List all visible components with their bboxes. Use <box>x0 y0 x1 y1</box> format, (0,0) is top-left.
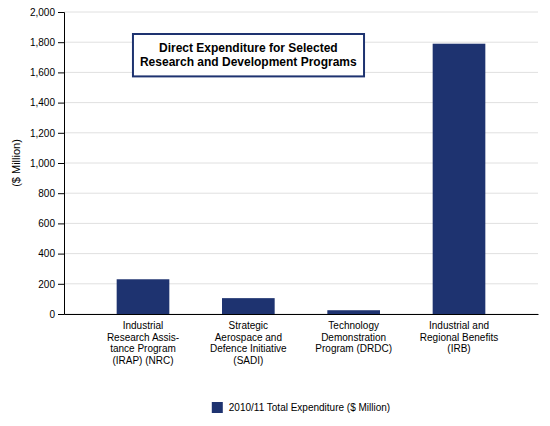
tick-label: 1,400 <box>30 97 55 108</box>
tick: 1,800 <box>30 37 64 48</box>
tick: Industrial andRegional Benefits(IRB) <box>420 320 498 354</box>
tick: 1,600 <box>30 67 64 78</box>
title: Direct Expenditure for SelectedResearch … <box>140 41 357 69</box>
tick-label: 1,600 <box>30 67 55 78</box>
tick-mark <box>58 284 64 285</box>
y-axis-title: ($ Million) <box>10 139 22 187</box>
chart: 0 200 400 600 800 1,000 1,200 1,400 1,600 1,800 2,… <box>0 0 550 426</box>
title-box: Direct Expenditure for SelectedResearch … <box>133 34 364 76</box>
bar <box>222 298 275 314</box>
x-axis: IndustrialResearch Assis-tance Program(I… <box>65 315 539 366</box>
tick-mark <box>58 42 64 43</box>
legend-label: 2010/11 Total Expenditure ($ Million) <box>229 402 390 413</box>
legend: 2010/11 Total Expenditure ($ Million) <box>212 402 390 413</box>
tick-label: 1,200 <box>30 128 55 139</box>
bar <box>433 44 486 314</box>
tick-label: 1,800 <box>30 37 55 48</box>
tick-mark <box>58 12 64 13</box>
bar <box>327 310 380 314</box>
tick: 800 <box>38 188 64 199</box>
bar <box>117 279 170 314</box>
tick-label: 800 <box>38 188 55 199</box>
tick-mark <box>58 254 64 255</box>
tick-mark <box>58 314 64 315</box>
tick-label: Industrial andRegional Benefits(IRB) <box>420 320 498 354</box>
tick-mark <box>58 103 64 104</box>
tick: 0 <box>49 309 64 320</box>
grid <box>64 12 538 314</box>
tick: 1,200 <box>30 128 64 139</box>
tick: 2,000 <box>30 7 64 18</box>
tick: IndustrialResearch Assis-tance Program(I… <box>107 320 179 366</box>
tick: 600 <box>38 218 64 229</box>
tick-mark <box>58 193 64 194</box>
tick: 400 <box>38 248 64 259</box>
tick: StrategicAerospace andDefence Initiative… <box>210 320 287 366</box>
tick: 200 <box>38 279 64 290</box>
axis-line <box>58 13 65 315</box>
tick: 1,400 <box>30 97 64 108</box>
tick-mark <box>58 223 64 224</box>
tick-mark <box>58 72 64 73</box>
plot: 0 200 400 600 800 1,000 1,200 1,400 1,600 1,800 2,… <box>30 7 539 366</box>
tick-mark <box>58 133 64 134</box>
tick-label: 2,000 <box>30 7 55 18</box>
y-axis: 0 200 400 600 800 1,000 1,200 1,400 1,600 1,800 2,… <box>30 7 65 320</box>
tick-label: IndustrialResearch Assis-tance Program(I… <box>107 320 179 366</box>
grid-line <box>64 12 538 13</box>
axis-line <box>65 314 539 315</box>
legend-swatch <box>212 402 223 413</box>
tick: 1,000 <box>30 158 64 169</box>
tick-label: 600 <box>38 218 55 229</box>
tick: TechnologyDemonstrationProgram (DRDC) <box>315 320 392 354</box>
tick-label: StrategicAerospace andDefence Initiative… <box>210 320 287 366</box>
tick-label: 0 <box>49 309 55 320</box>
title-frame <box>133 34 364 76</box>
tick-label: 400 <box>38 248 55 259</box>
bars <box>117 44 486 314</box>
tick-label: TechnologyDemonstrationProgram (DRDC) <box>315 320 392 354</box>
tick-label: 200 <box>38 279 55 290</box>
tick-label: 1,000 <box>30 158 55 169</box>
tick-mark <box>58 163 64 164</box>
